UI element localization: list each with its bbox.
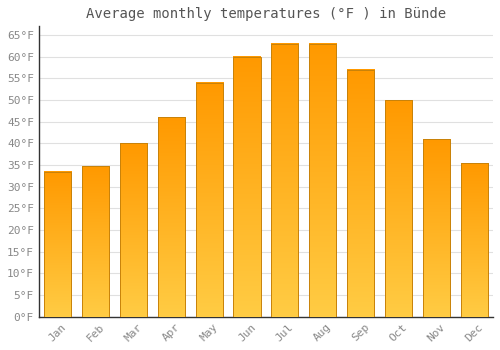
Bar xyxy=(82,166,109,317)
Title: Average monthly temperatures (°F ) in Bünde: Average monthly temperatures (°F ) in Bü… xyxy=(86,7,446,21)
Bar xyxy=(120,144,147,317)
Bar xyxy=(347,70,374,317)
Bar xyxy=(309,44,336,317)
Bar xyxy=(44,172,72,317)
Bar xyxy=(234,57,260,317)
Bar xyxy=(196,83,223,317)
Bar xyxy=(385,100,412,317)
Bar xyxy=(271,44,298,317)
Bar xyxy=(422,139,450,317)
Bar xyxy=(460,163,488,317)
Bar xyxy=(158,117,185,317)
